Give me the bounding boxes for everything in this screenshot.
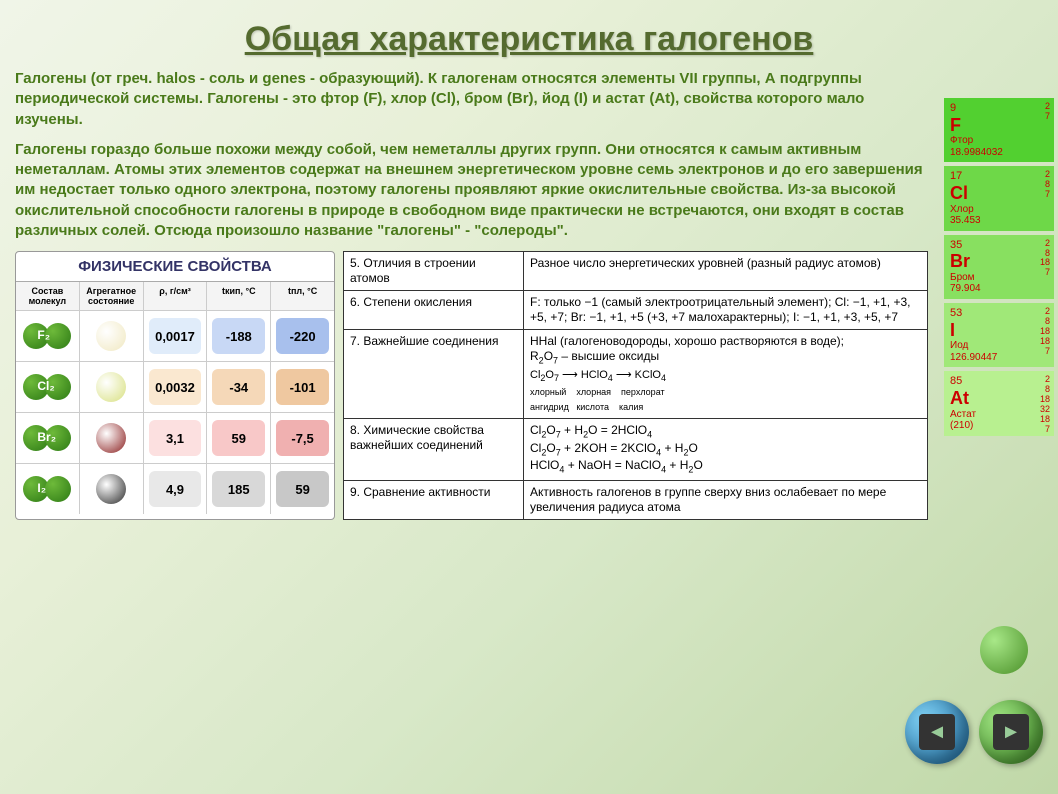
element-name: Астат	[950, 409, 1048, 421]
element-mass: 35.453	[950, 215, 1048, 227]
intro-paragraph-2: Галогены гораздо больше похожи между соб…	[0, 140, 1058, 251]
phys-header-row: Состав молекулАгрегатное состояниеρ, г/с…	[16, 282, 334, 311]
next-arrow-icon: ►	[993, 714, 1029, 750]
density-cell: 4,9	[144, 464, 208, 514]
element-electrons: 2818187	[1040, 307, 1050, 356]
content-area: ФИЗИЧЕСКИЕ СВОЙСТВА Состав молекулАгрега…	[0, 251, 1058, 520]
aggregate-state-cell	[80, 464, 144, 514]
atom-row: 9. Сравнение активностиАктивность галоге…	[344, 481, 927, 519]
element-number: 85	[950, 375, 1048, 388]
prev-arrow-icon: ◄	[919, 714, 955, 750]
element-card: 53 I Иод 126.90447 2818187	[944, 303, 1054, 367]
atom-property-value: F: только −1 (самый электроотрицательный…	[524, 291, 927, 329]
element-cards-column: 9 F Фтор 18.9984032 27 17 Cl Хлор 35.453…	[944, 98, 1054, 436]
molecule-cell: Br₂	[16, 413, 80, 463]
atom-property-name: 6. Степени окисления	[344, 291, 524, 329]
element-electrons: 27	[1045, 102, 1050, 122]
atom-property-value: Cl2O7 + H2O = 2HClO4Cl2O7 + 2KOH = 2KClO…	[524, 419, 927, 480]
element-card: 85 At Астат (210) 281832187	[944, 371, 1054, 435]
element-symbol: At	[950, 388, 1048, 409]
atom-property-name: 7. Важнейшие соединения	[344, 330, 524, 418]
element-mass: (210)	[950, 420, 1048, 432]
element-number: 17	[950, 170, 1048, 183]
atom-row: 7. Важнейшие соединенияHHal (галогеновод…	[344, 330, 927, 419]
element-symbol: Br	[950, 251, 1048, 272]
boiling-point-cell: 185	[207, 464, 271, 514]
element-mass: 126.90447	[950, 352, 1048, 364]
density-cell: 0,0032	[144, 362, 208, 412]
phys-header-cell: ρ, г/см³	[144, 282, 208, 310]
atom-property-value: Разное число энергетических уровней (раз…	[524, 252, 927, 290]
density-cell: 3,1	[144, 413, 208, 463]
element-electrons: 28187	[1040, 239, 1050, 279]
intro-paragraph-1: Галогены (от греч. halos - соль и genes …	[0, 69, 1058, 140]
element-number: 35	[950, 239, 1048, 252]
element-symbol: I	[950, 320, 1048, 341]
atom-property-name: 5. Отличия в строении атомов	[344, 252, 524, 290]
atom-row: 6. Степени окисленияF: только −1 (самый …	[344, 291, 927, 330]
atom-property-value: Активность галогенов в группе сверху вни…	[524, 481, 927, 519]
phys-row: I₂ 4,918559	[16, 464, 334, 514]
next-button[interactable]: ►	[979, 700, 1043, 764]
physical-properties-table: ФИЗИЧЕСКИЕ СВОЙСТВА Состав молекулАгрега…	[15, 251, 335, 520]
element-electrons: 281832187	[1040, 375, 1050, 434]
phys-header-cell: tпл, °C	[271, 282, 334, 310]
element-card: 35 Br Бром 79.904 28187	[944, 235, 1054, 299]
phys-row: Br₂ 3,159-7,5	[16, 413, 334, 464]
boiling-point-cell: 59	[207, 413, 271, 463]
page-title: Общая характеристика галогенов	[0, 0, 1058, 69]
phys-header-cell: tкип, °C	[207, 282, 271, 310]
element-name: Фтор	[950, 135, 1048, 147]
element-name: Бром	[950, 272, 1048, 284]
melting-point-cell: -220	[271, 311, 334, 361]
element-number: 53	[950, 307, 1048, 320]
molecule-cell: I₂	[16, 464, 80, 514]
element-mass: 18.9984032	[950, 147, 1048, 159]
atom-properties-table: 5. Отличия в строении атомовРазное число…	[343, 251, 928, 520]
nav-buttons: ◄ ►	[905, 700, 1043, 764]
phys-header-cell: Агрегатное состояние	[80, 282, 144, 310]
atom-property-name: 9. Сравнение активности	[344, 481, 524, 519]
phys-header-cell: Состав молекул	[16, 282, 80, 310]
phys-table-title: ФИЗИЧЕСКИЕ СВОЙСТВА	[16, 252, 334, 282]
melting-point-cell: -7,5	[271, 413, 334, 463]
molecule-cell: F₂	[16, 311, 80, 361]
density-cell: 0,0017	[144, 311, 208, 361]
element-card: 9 F Фтор 18.9984032 27	[944, 98, 1054, 162]
decorative-sphere	[980, 626, 1028, 674]
atom-property-value: HHal (галогеноводороды, хорошо растворяю…	[524, 330, 927, 418]
melting-point-cell: 59	[271, 464, 334, 514]
aggregate-state-cell	[80, 413, 144, 463]
element-name: Хлор	[950, 204, 1048, 216]
molecule-cell: Cl₂	[16, 362, 80, 412]
phys-row: F₂ 0,0017-188-220	[16, 311, 334, 362]
melting-point-cell: -101	[271, 362, 334, 412]
element-card: 17 Cl Хлор 35.453 287	[944, 166, 1054, 230]
element-electrons: 287	[1045, 170, 1050, 200]
atom-row: 8. Химические свойства важнейших соедине…	[344, 419, 927, 481]
phys-row: Cl₂ 0,0032-34-101	[16, 362, 334, 413]
boiling-point-cell: -188	[207, 311, 271, 361]
element-mass: 79.904	[950, 283, 1048, 295]
prev-button[interactable]: ◄	[905, 700, 969, 764]
element-symbol: Cl	[950, 183, 1048, 204]
aggregate-state-cell	[80, 362, 144, 412]
atom-property-name: 8. Химические свойства важнейших соедине…	[344, 419, 524, 480]
element-number: 9	[950, 102, 1048, 115]
boiling-point-cell: -34	[207, 362, 271, 412]
atom-row: 5. Отличия в строении атомовРазное число…	[344, 252, 927, 291]
element-name: Иод	[950, 340, 1048, 352]
element-symbol: F	[950, 115, 1048, 136]
aggregate-state-cell	[80, 311, 144, 361]
